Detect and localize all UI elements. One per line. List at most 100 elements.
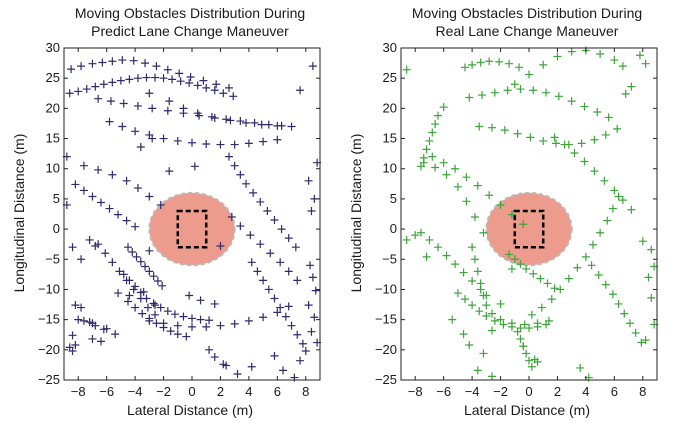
y-tick-label: −5 <box>382 251 397 266</box>
data-point <box>247 258 256 267</box>
data-point <box>539 136 548 145</box>
data-point <box>476 285 485 294</box>
data-point <box>236 170 245 179</box>
data-point <box>139 287 148 296</box>
data-point <box>74 87 83 96</box>
data-point <box>594 270 603 279</box>
data-point <box>68 331 77 340</box>
data-point <box>216 241 225 250</box>
data-point <box>151 301 160 310</box>
data-point <box>125 291 134 300</box>
data-point <box>293 276 302 285</box>
data-point <box>188 314 196 323</box>
data-point <box>284 302 293 311</box>
y-tick-label: 20 <box>383 100 397 115</box>
data-point <box>473 366 482 375</box>
data-point <box>125 276 134 285</box>
data-point <box>116 76 125 85</box>
data-point <box>129 56 138 65</box>
data-point <box>244 316 253 325</box>
data-point <box>560 140 569 149</box>
data-point <box>276 303 285 312</box>
data-point <box>270 294 279 303</box>
data-point <box>482 291 491 300</box>
data-point <box>287 122 296 131</box>
data-point <box>163 65 172 74</box>
chart-panel-predict: Moving Obstacles Distribution During Pre… <box>0 0 336 424</box>
data-point <box>604 113 613 122</box>
data-point <box>542 320 551 329</box>
data-point <box>507 210 516 219</box>
data-point <box>230 319 239 328</box>
data-point <box>428 128 437 137</box>
data-point <box>118 122 127 131</box>
data-point <box>273 135 282 144</box>
data-point <box>193 81 202 90</box>
x-tick-label: −2 <box>493 384 508 399</box>
data-point <box>550 133 559 142</box>
data-point <box>625 319 634 328</box>
data-point <box>473 181 482 190</box>
data-point <box>614 192 623 201</box>
x-tick-label: −8 <box>71 384 86 399</box>
data-point <box>304 176 313 185</box>
data-point <box>153 277 162 286</box>
data-point <box>631 328 640 337</box>
chart-panel-real: Moving Obstacles Distribution During Rea… <box>337 0 673 424</box>
data-point <box>510 255 519 264</box>
data-point <box>68 243 77 252</box>
data-point <box>499 320 508 329</box>
data-point <box>596 50 605 59</box>
data-point <box>573 263 582 272</box>
data-point <box>482 301 491 310</box>
data-point <box>516 334 525 343</box>
data-point <box>587 261 596 270</box>
data-point <box>202 322 211 331</box>
data-point <box>77 255 86 264</box>
data-point <box>205 345 214 354</box>
data-point <box>552 139 561 148</box>
x-tick-label: −4 <box>465 384 480 399</box>
y-tick-label: −10 <box>375 281 397 296</box>
data-point <box>170 310 179 319</box>
data-point <box>244 139 253 148</box>
data-point <box>516 85 525 94</box>
data-point <box>308 62 317 71</box>
y-tick-label: 10 <box>46 161 60 176</box>
data-point <box>124 243 132 252</box>
data-point <box>136 257 145 266</box>
data-point <box>193 109 202 118</box>
chart-title-line1: Moving Obstacles Distribution During <box>74 5 306 21</box>
data-point <box>547 295 556 304</box>
data-point <box>468 301 477 310</box>
data-point <box>259 313 268 322</box>
data-point <box>176 77 185 86</box>
x-tick-label: −2 <box>156 384 171 399</box>
y-tick-label: −5 <box>45 251 60 266</box>
data-point <box>175 69 184 78</box>
data-point <box>250 118 259 127</box>
data-point <box>152 319 161 328</box>
data-point <box>442 170 451 179</box>
data-point <box>256 197 265 206</box>
data-point <box>226 116 235 125</box>
x-tick-label: 2 <box>554 384 561 399</box>
data-point <box>422 252 431 261</box>
data-point <box>448 315 457 324</box>
data-point <box>470 213 479 222</box>
data-point <box>152 62 161 71</box>
data-point <box>145 246 154 255</box>
data-point <box>190 162 199 171</box>
data-point <box>270 216 279 225</box>
data-point <box>246 231 255 240</box>
safety-zone <box>485 191 573 267</box>
data-point <box>108 170 117 179</box>
data-point <box>608 290 617 299</box>
data-point <box>311 286 320 295</box>
data-point <box>149 299 158 308</box>
data-point <box>124 297 132 306</box>
data-point <box>210 299 219 308</box>
data-point <box>216 140 225 149</box>
safety-zone <box>148 191 236 267</box>
data-point <box>210 86 219 95</box>
